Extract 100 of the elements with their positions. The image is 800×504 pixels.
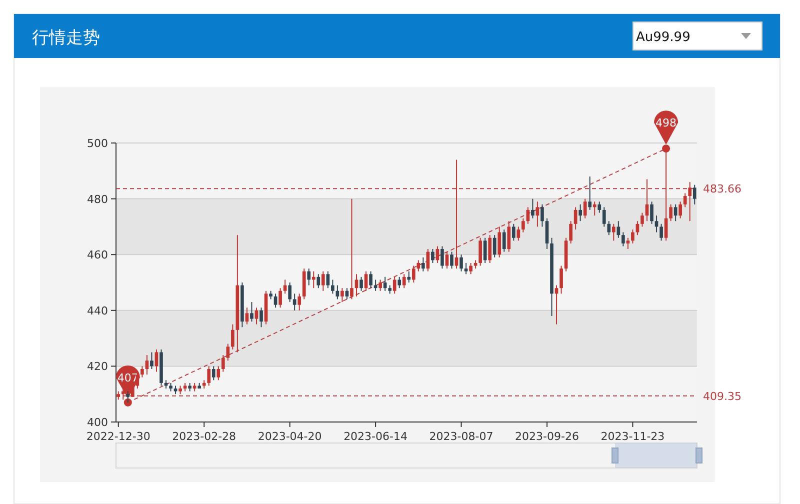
candlestick (245, 307, 249, 325)
candlestick (492, 234, 496, 258)
candlestick (540, 204, 544, 228)
x-tick-label: 2023-04-20 (258, 430, 322, 443)
candlestick (369, 270, 372, 289)
candlestick (312, 270, 316, 289)
candlestick (150, 352, 154, 370)
title: 行情走势 (32, 28, 100, 48)
candlestick (636, 220, 640, 236)
candlestick (692, 184, 696, 205)
candlestick (626, 237, 630, 250)
candlestick (522, 218, 525, 233)
candlestick (574, 206, 578, 230)
candlestick (592, 201, 596, 216)
candlestick (231, 324, 234, 350)
candlestick (502, 228, 506, 252)
candlestick (422, 256, 425, 272)
chart-subtitle: Au99.99 (636, 30, 690, 45)
candlestick (226, 343, 230, 362)
candlestick (650, 201, 654, 224)
candlestick (121, 388, 125, 400)
candlestick (483, 237, 487, 264)
candlestick (678, 201, 682, 219)
candlestick (288, 282, 292, 303)
x-tick-label: 2023-06-14 (344, 430, 408, 443)
y-tick-label: 440 (87, 304, 108, 318)
candlestick (616, 220, 620, 238)
candlestick (145, 354, 149, 376)
candlestick (431, 248, 434, 264)
annotation: 407 (117, 371, 138, 384)
candlestick (340, 288, 344, 303)
candlestick (360, 276, 363, 292)
y-tick-label: 460 (87, 248, 108, 262)
candlestick (612, 223, 616, 242)
candlestick (598, 201, 602, 214)
x-tick-label: 2023-11-23 (600, 430, 665, 443)
candlestick (602, 206, 606, 228)
candlestick (512, 223, 516, 242)
candlestick (578, 204, 582, 222)
x-tick-label: 2022-12-30 (86, 430, 150, 443)
candlestick (254, 307, 258, 325)
candlestick (488, 234, 492, 264)
candlestick (307, 268, 311, 286)
candlestick (216, 366, 220, 381)
candlestick (274, 293, 278, 308)
candlestick (298, 293, 302, 311)
candlestick (412, 265, 416, 283)
candlestick (569, 220, 572, 244)
candlestick (536, 201, 540, 228)
candlestick (460, 254, 463, 272)
candlestick (545, 218, 549, 250)
candlestick (126, 390, 130, 403)
annotation: 498 (656, 116, 677, 130)
candlestick (560, 265, 563, 294)
y-tick-label: 500 (87, 137, 108, 150)
candlestick (212, 366, 216, 381)
y-tick-label: 400 (87, 416, 108, 429)
candlestick (364, 270, 368, 292)
candlestick (250, 302, 254, 322)
candlestick (531, 198, 534, 219)
x-tick-label: 2023-08-07 (429, 430, 494, 443)
candlestick (316, 274, 320, 289)
candlestick (392, 276, 396, 294)
candlestick (507, 220, 511, 252)
candlestick (478, 237, 482, 266)
candlestick (278, 288, 282, 308)
ref-line-label: 483.66 (703, 182, 742, 196)
candlestick (622, 232, 625, 247)
y-tick-label: 480 (87, 192, 108, 206)
candlestick (440, 246, 444, 270)
x-tick-label: 2023-09-26 (515, 430, 579, 443)
candlestick (398, 276, 402, 289)
ref-line-label: 409.35 (703, 390, 742, 403)
y-tick-label: 420 (87, 360, 108, 374)
candlestick (416, 260, 420, 272)
candlestick (588, 176, 592, 210)
candlestick (378, 279, 382, 292)
candlestick (321, 270, 325, 292)
candlestick (350, 198, 354, 300)
candlestick (292, 293, 296, 311)
candlestick (354, 274, 358, 297)
candlestick (640, 212, 644, 228)
candlestick (688, 182, 692, 222)
candlestick (607, 220, 611, 236)
x-tick-label: 2023-02-28 (172, 430, 236, 443)
candlestick (140, 366, 144, 378)
candlestick (207, 366, 211, 386)
candlestick (402, 274, 406, 289)
candlestick (450, 251, 454, 270)
candlestick (583, 198, 587, 219)
candlestick (631, 228, 634, 244)
candlestick (674, 204, 678, 222)
candlestick (660, 223, 663, 242)
candlestick (445, 251, 449, 270)
candlestick (260, 307, 263, 328)
candlestick (221, 354, 225, 372)
candlestick (669, 204, 672, 222)
candlestick (454, 159, 458, 270)
candlestick (516, 226, 520, 242)
candlestick (683, 192, 687, 208)
